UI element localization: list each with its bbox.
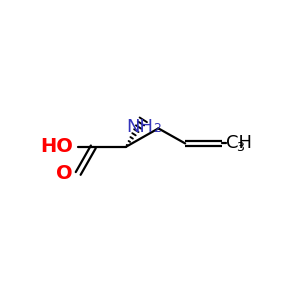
Text: O: O [56,164,73,183]
Text: 2: 2 [153,122,161,135]
Text: NH: NH [126,118,153,136]
Text: CH: CH [226,134,252,152]
Text: HO: HO [40,137,73,156]
Text: 3: 3 [236,141,244,154]
